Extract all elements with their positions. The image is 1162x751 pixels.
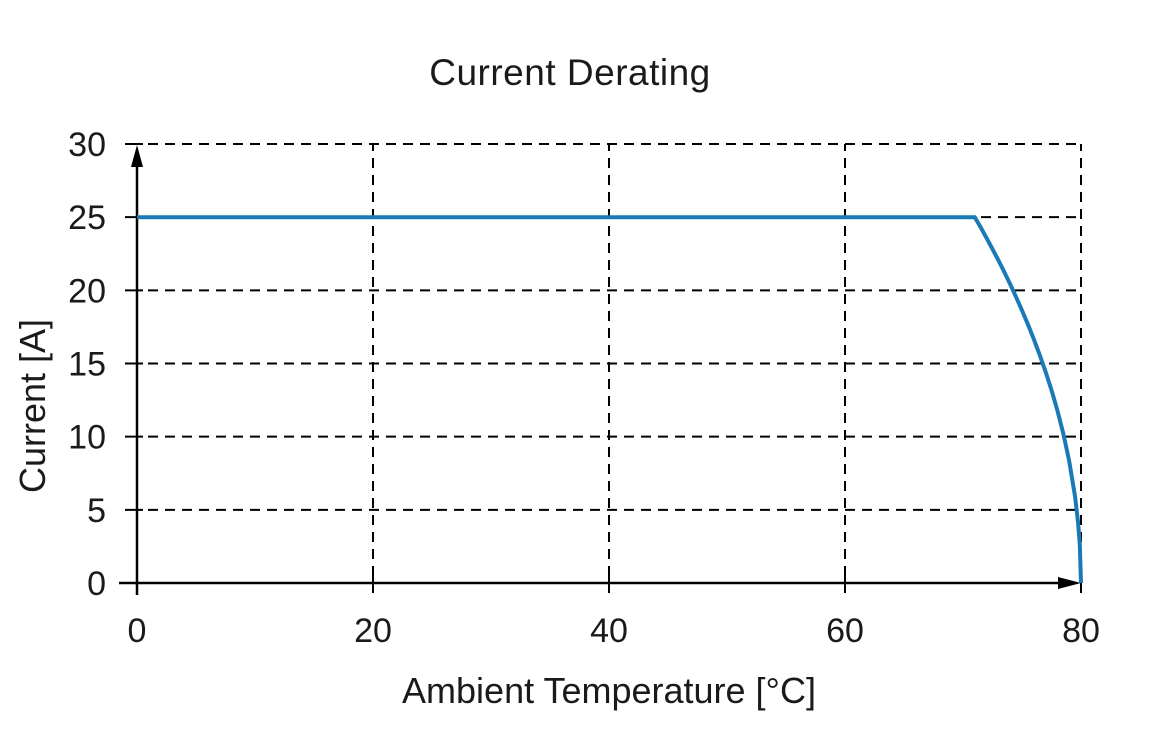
y-tick-label: 20 bbox=[68, 272, 106, 310]
y-tick-label: 5 bbox=[87, 492, 106, 530]
y-tick-label: 15 bbox=[68, 346, 106, 384]
x-axis-title: Ambient Temperature [°C] bbox=[402, 670, 816, 711]
x-tick-label: 40 bbox=[590, 612, 628, 650]
y-tick-label: 0 bbox=[87, 565, 106, 603]
y-axis-arrowhead bbox=[131, 145, 143, 167]
chart-title: Current Derating bbox=[429, 52, 711, 93]
y-tick-label: 25 bbox=[68, 199, 106, 237]
tick-label-layer: 0 5 10 15 20 25 30 0 20 40 60 80 bbox=[68, 126, 1100, 650]
x-tick-label: 80 bbox=[1062, 612, 1100, 650]
grid-layer bbox=[125, 143, 1082, 593]
series-layer bbox=[137, 215, 1083, 584]
x-tick-label: 60 bbox=[826, 612, 864, 650]
derating-curve bbox=[137, 215, 1083, 584]
y-tick-label: 30 bbox=[68, 126, 106, 164]
x-tick-label: 0 bbox=[128, 612, 147, 650]
x-axis-arrowhead bbox=[1058, 577, 1081, 589]
x-tick-label: 20 bbox=[354, 612, 392, 650]
axis-layer bbox=[119, 145, 1081, 595]
y-tick-label: 10 bbox=[68, 419, 106, 457]
